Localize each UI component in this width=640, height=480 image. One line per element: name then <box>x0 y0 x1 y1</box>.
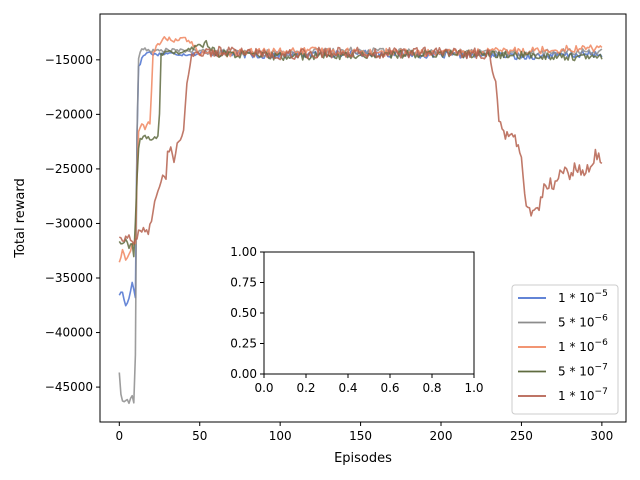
y-tick-label: −25000 <box>45 162 93 176</box>
inset-x-tick-label: 1.0 <box>464 381 483 395</box>
legend-box <box>511 284 619 415</box>
inset-x-tick-label: 0.2 <box>296 381 315 395</box>
series-line <box>118 45 603 245</box>
inset-y-tick-label: 0.75 <box>230 276 257 290</box>
x-tick-label: 200 <box>430 429 453 443</box>
x-axis-label: Episodes <box>334 451 392 466</box>
y-axis-label: Total reward <box>13 178 28 259</box>
inset-x-tick-label: 0.6 <box>380 381 399 395</box>
main-axes-frame <box>99 13 627 423</box>
inset-y-tick-label: 0.50 <box>230 306 257 320</box>
legend-exponent: −6 <box>595 314 609 324</box>
inset-y-ticks: 0.00 0.25 0.50 0.75 1.00 <box>230 245 264 381</box>
inset-x-ticks: 0.0 0.2 0.4 0.6 0.8 1.0 <box>254 374 484 395</box>
inset-x-tick-label: 0.8 <box>422 381 441 395</box>
main-series-lines <box>118 36 603 405</box>
y-tick-label: −20000 <box>45 107 93 121</box>
x-tick-label: 250 <box>510 429 533 443</box>
inset-y-tick-label: 0.25 <box>230 337 257 351</box>
x-tick-label: 300 <box>590 429 613 443</box>
legend-exponent: −6 <box>595 338 609 348</box>
inset-x-tick-label: 0.4 <box>338 381 357 395</box>
inset-x-tick-label: 0.0 <box>254 381 273 395</box>
y-tick-label: −40000 <box>45 326 93 340</box>
x-tick-label: 0 <box>115 429 123 443</box>
x-tick-label: 50 <box>192 429 207 443</box>
legend-exponent: −7 <box>595 387 608 397</box>
main-axes: 0 50 100 150 200 250 300 −45000 −40000 −35000 −30… <box>13 13 627 466</box>
y-tick-label: −15000 <box>45 53 93 67</box>
inset-y-tick-label: 1.00 <box>230 245 257 259</box>
y-tick-label: −35000 <box>45 271 93 285</box>
main-x-ticks: 0 50 100 150 200 250 300 <box>115 422 613 443</box>
x-tick-label: 150 <box>349 429 372 443</box>
inset-axes: 0.0 0.2 0.4 0.6 0.8 1.0 0.00 0.25 0.50 0.75 1.00 <box>230 245 483 395</box>
legend-exponent: −7 <box>595 363 608 373</box>
series-line <box>118 39 603 258</box>
legend-exponent: −5 <box>595 289 608 299</box>
main-y-ticks: −45000 −40000 −35000 −30000 −25000 −20000 −150… <box>45 53 100 394</box>
inset-y-tick-label: 0.00 <box>230 367 257 381</box>
inset-axes-frame <box>263 251 475 375</box>
y-tick-label: −30000 <box>45 216 93 230</box>
x-tick-label: 100 <box>269 429 292 443</box>
legend: 1 * 10−55 * 10−61 * 10−65 * 10−71 * 10−7 <box>511 284 619 415</box>
y-tick-label: −45000 <box>45 380 93 394</box>
